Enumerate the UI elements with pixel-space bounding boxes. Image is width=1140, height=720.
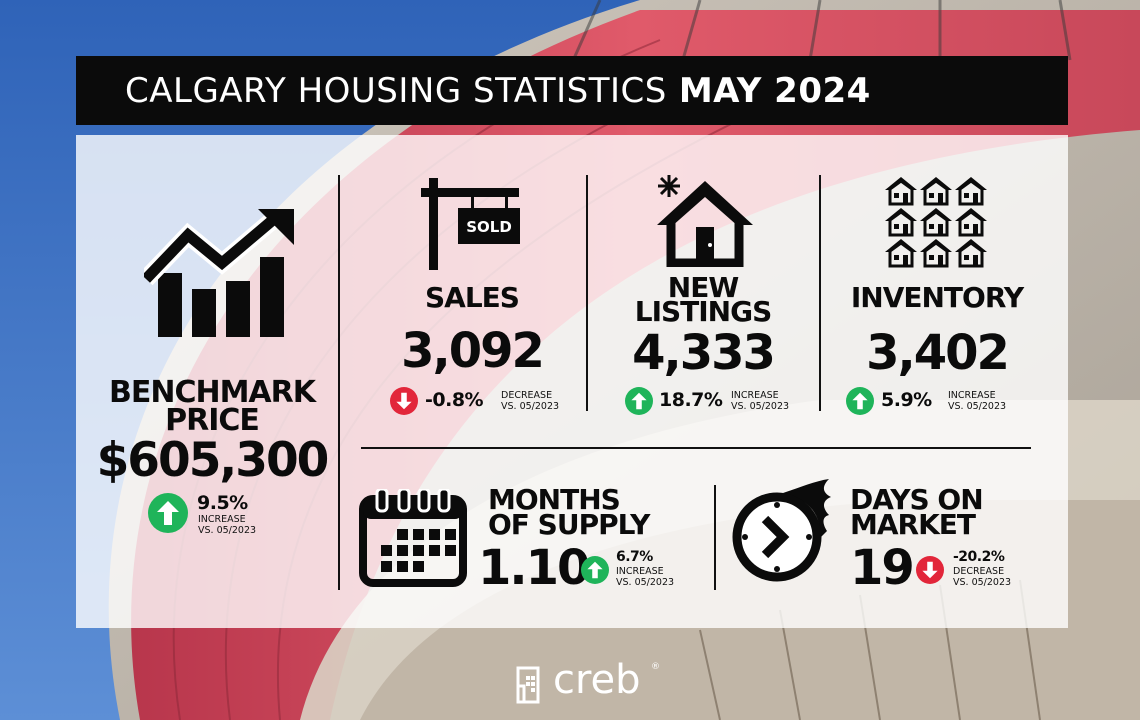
new-listings-label-line1: NEW (667, 271, 739, 304)
days-on-market-direction: DECREASE (953, 566, 1005, 577)
stats-panel: BENCHMARK PRICE $605,300 9.5% INCREASE V… (76, 135, 1068, 628)
sales-pct: -0.8% (425, 389, 484, 411)
creb-logo-mark-icon (516, 666, 540, 704)
days-on-market-label-line1: DAYS ON (850, 483, 984, 516)
sold-sign-icon: SOLD (421, 178, 520, 270)
days-on-market-compare: VS. 05/2023 (953, 577, 1012, 588)
divider-vertical-1 (338, 175, 340, 590)
months-supply-compare: VS. 05/2023 (616, 577, 675, 588)
benchmark-direction: INCREASE (198, 514, 246, 525)
title-date: MAY 2024 (678, 70, 871, 111)
new-listings-direction: INCREASE (731, 390, 779, 401)
new-listings-value: 4,333 (632, 325, 776, 381)
new-listings-pct: 18.7% (659, 389, 723, 411)
months-supply-arrow-up-icon (581, 556, 609, 584)
benchmark-pct: 9.5% (197, 492, 248, 514)
benchmark-label-line1: BENCHMARK (108, 375, 316, 410)
calendar-icon (359, 489, 467, 587)
creb-logo-registered-mark: ® (651, 662, 660, 672)
divider-vertical-4 (714, 485, 716, 590)
divider-horizontal (361, 447, 1031, 449)
inventory-pct: 5.9% (881, 389, 932, 411)
new-house-icon (657, 175, 753, 267)
bar-chart-growth-icon (144, 209, 294, 337)
days-on-market-value: 19 (850, 540, 915, 596)
inventory-label: INVENTORY (850, 281, 1024, 314)
sold-sign-text: SOLD (466, 218, 512, 236)
inventory-direction: INCREASE (948, 390, 996, 401)
sales-label: SALES (425, 281, 520, 314)
months-supply-label-line2: OF SUPPLY (488, 508, 650, 541)
days-on-market-arrow-down-icon (916, 556, 944, 584)
days-on-market-pct: -20.2% (953, 549, 1005, 565)
sales-value: 3,092 (401, 323, 545, 379)
divider-vertical-2 (586, 175, 588, 411)
inventory-value: 3,402 (866, 325, 1010, 381)
houses-grid-icon (885, 177, 989, 268)
new-listings-compare: VS. 05/2023 (731, 401, 790, 412)
title-bar: CALGARY HOUSING STATISTICS MAY 2024 (76, 56, 1068, 125)
months-supply-label-line1: MONTHS (488, 483, 621, 516)
months-supply-value: 1.10 (478, 540, 590, 596)
days-on-market-label-line2: MARKET (850, 508, 976, 541)
months-supply-direction: INCREASE (616, 566, 664, 577)
benchmark-arrow-up-icon (148, 493, 188, 533)
new-listings-label-line2: LISTINGS (634, 295, 773, 328)
months-supply-pct: 6.7% (616, 549, 653, 565)
sales-direction: DECREASE (501, 390, 553, 401)
benchmark-label-line2: PRICE (165, 403, 260, 438)
fast-clock-icon (732, 479, 831, 582)
title-text: CALGARY HOUSING STATISTICS (125, 70, 667, 111)
inventory-compare: VS. 05/2023 (948, 401, 1007, 412)
inventory-arrow-up-icon (846, 387, 874, 415)
creb-logo-text: creb (553, 657, 641, 703)
sales-arrow-down-icon (390, 387, 418, 415)
benchmark-compare: VS. 05/2023 (198, 525, 257, 536)
sales-compare: VS. 05/2023 (501, 401, 560, 412)
benchmark-value: $605,300 (96, 433, 330, 488)
new-listings-arrow-up-icon (625, 387, 653, 415)
divider-vertical-3 (819, 175, 821, 411)
